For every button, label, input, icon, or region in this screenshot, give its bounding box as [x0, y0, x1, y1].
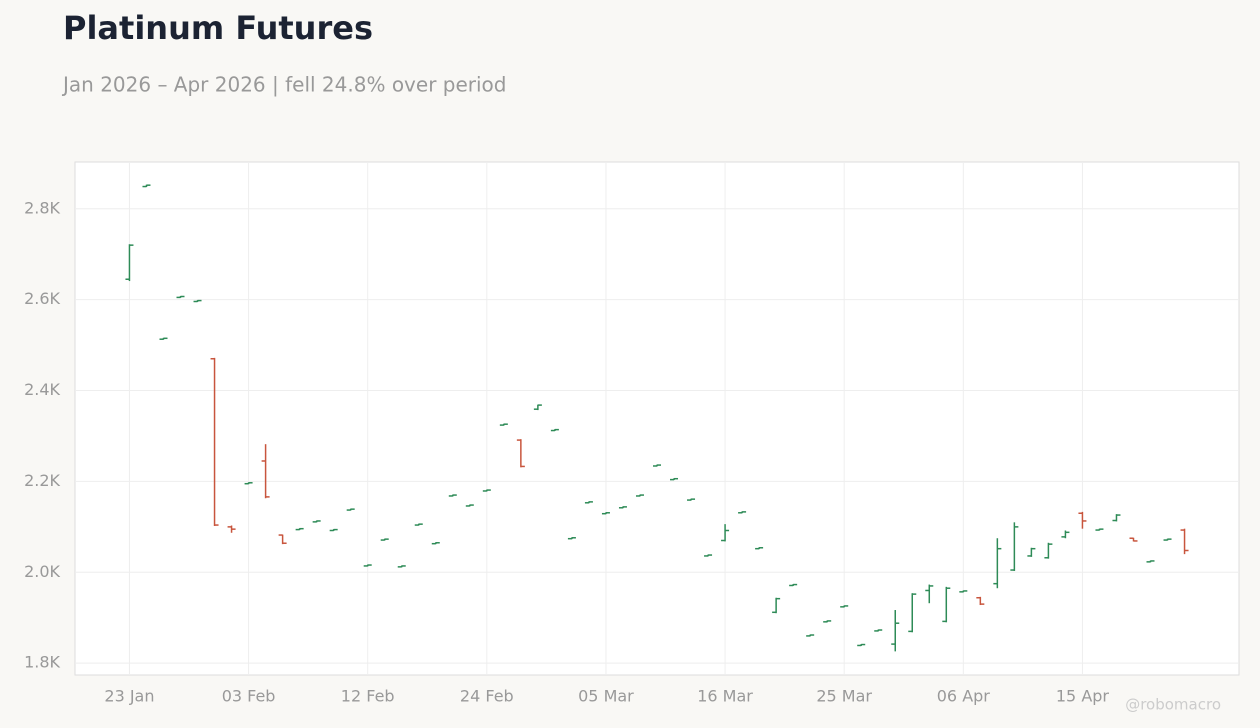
chart-title: Platinum Futures	[63, 9, 373, 47]
y-tick-label: 2.6K	[24, 289, 60, 308]
x-tick-label: 05 Mar	[578, 687, 634, 706]
x-tick-label: 25 Mar	[816, 687, 872, 706]
x-tick-label: 15 Apr	[1056, 687, 1110, 706]
x-tick-label: 12 Feb	[341, 687, 395, 706]
x-tick-label: 06 Apr	[937, 687, 991, 706]
x-tick-label: 03 Feb	[222, 687, 276, 706]
y-tick-label: 2.4K	[24, 380, 60, 399]
y-tick-label: 2.8K	[24, 198, 60, 217]
x-tick-label: 16 Mar	[697, 687, 753, 706]
y-tick-label: 2.0K	[24, 562, 60, 581]
marks	[125, 184, 1189, 652]
x-tick-label: 23 Jan	[104, 687, 154, 706]
plot-area	[74, 161, 1240, 676]
grid: 1.8K 2.0K 2.2K 2.4K 2.6K 2.8K 23 Jan 03 Feb 12 F…	[24, 162, 1239, 706]
x-tick-label: 24 Feb	[460, 687, 514, 706]
chart-subtitle: Jan 2026 – Apr 2026 | fell 24.8% over pe…	[61, 73, 507, 97]
watermark: @robomacro	[1125, 696, 1221, 714]
y-tick-label: 1.8K	[24, 653, 60, 672]
y-tick-label: 2.2K	[24, 471, 60, 490]
